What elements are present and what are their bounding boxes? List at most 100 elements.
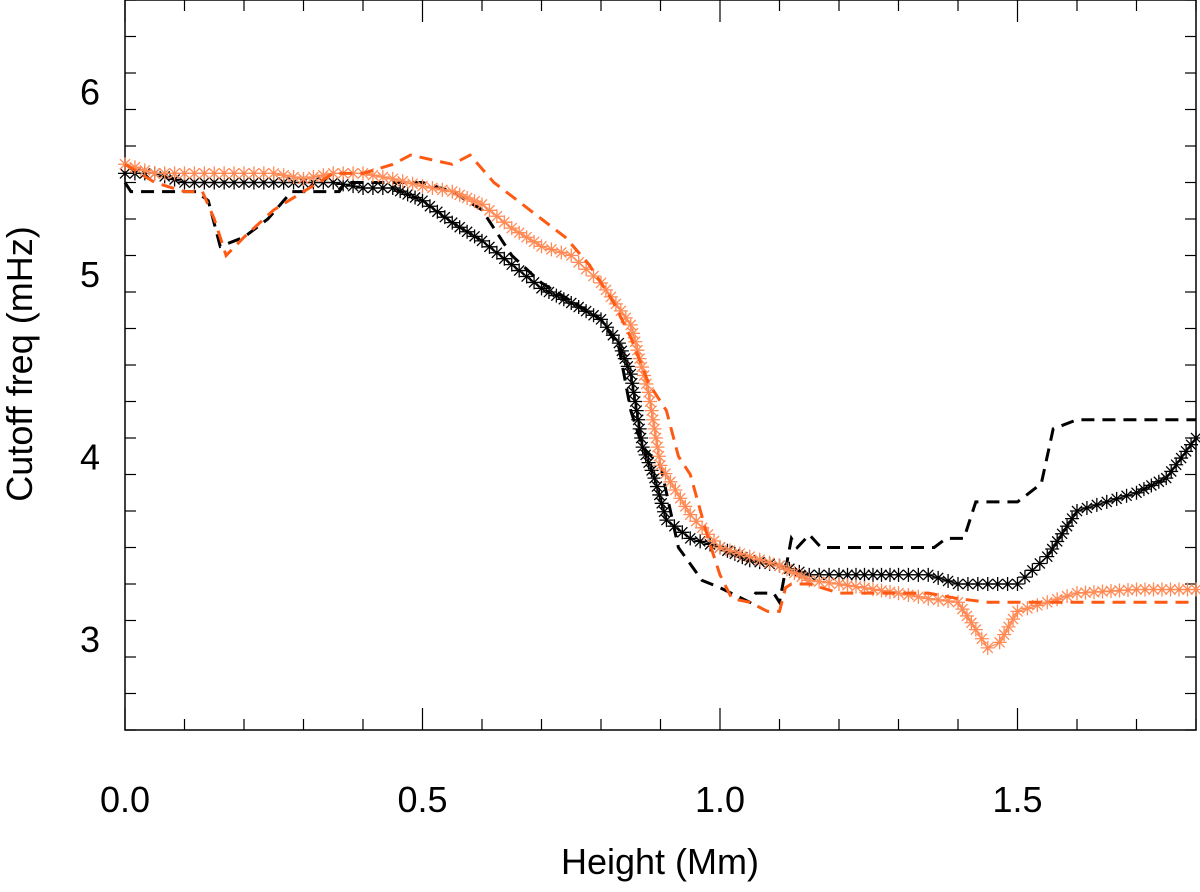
- data-point-marker: [482, 203, 497, 218]
- data-point-marker: [266, 166, 281, 181]
- data-point-marker: [197, 175, 212, 190]
- data-point-marker: [564, 295, 579, 310]
- data-point-marker: [742, 549, 757, 564]
- data-point-marker: [118, 157, 132, 172]
- series-3: [124, 153, 1196, 613]
- data-point-marker: [732, 546, 747, 561]
- series-0: [118, 166, 1200, 591]
- data-point-marker: [452, 187, 467, 202]
- data-point-marker: [1000, 577, 1015, 591]
- data-point-marker: [177, 175, 192, 190]
- data-point-marker: [316, 168, 331, 183]
- data-point-marker: [227, 166, 242, 181]
- data-point-marker: [346, 166, 361, 181]
- data-point-marker: [678, 499, 693, 514]
- data-point-marker: [549, 288, 564, 303]
- data-point-marker: [620, 359, 635, 374]
- data-point-marker: [641, 385, 656, 400]
- y-tick-label: 6: [80, 71, 100, 112]
- data-point-marker: [375, 180, 390, 195]
- data-point-marker: [177, 166, 192, 181]
- data-point-marker: [452, 220, 467, 235]
- data-point-marker: [857, 567, 872, 582]
- data-point-marker: [657, 504, 672, 519]
- data-point-marker: [422, 199, 437, 214]
- data-point-marker: [1040, 549, 1055, 564]
- data-point-marker: [1032, 556, 1047, 571]
- data-point-marker: [623, 317, 638, 332]
- data-point-marker: [1180, 582, 1195, 597]
- data-point-marker: [849, 579, 863, 594]
- data-point-marker: [713, 540, 727, 555]
- data-point-marker: [874, 567, 889, 582]
- data-point-marker: [1163, 582, 1178, 597]
- data-point-marker: [326, 166, 341, 181]
- data-point-marker: [246, 166, 261, 181]
- data-point-marker: [1144, 478, 1159, 493]
- data-point-marker: [911, 567, 926, 582]
- data-point-marker: [812, 574, 827, 589]
- data-point-marker: [1109, 491, 1124, 506]
- data-point-marker: [375, 170, 390, 185]
- data-point-marker: [207, 166, 222, 181]
- data-point-marker: [276, 175, 291, 190]
- data-point-marker: [1030, 598, 1045, 613]
- data-point-marker: [425, 180, 440, 195]
- data-point-marker: [1010, 577, 1025, 591]
- data-point-marker: [1089, 497, 1104, 512]
- data-point-marker: [1001, 619, 1016, 634]
- x-tick-label: 1.0: [695, 779, 745, 820]
- data-point-marker: [631, 412, 646, 427]
- data-point-marker: [647, 421, 662, 436]
- data-point-marker: [911, 589, 926, 604]
- data-point-marker: [415, 179, 430, 194]
- data-point-marker: [980, 640, 995, 655]
- data-point-marker: [822, 575, 837, 590]
- data-point-marker: [634, 360, 649, 375]
- data-point-marker: [772, 558, 787, 573]
- data-point-marker: [630, 343, 645, 358]
- data-point-marker: [617, 351, 632, 366]
- data-point-marker: [326, 175, 341, 190]
- data-point-marker: [921, 591, 936, 606]
- data-point-marker: [970, 577, 985, 591]
- data-point-marker: [400, 187, 415, 202]
- series-2: [118, 157, 1200, 655]
- data-point-marker: [512, 263, 527, 278]
- data-point-marker: [611, 336, 626, 351]
- data-point-marker: [1087, 585, 1101, 600]
- data-point-marker: [482, 239, 497, 254]
- data-point-marker: [1112, 583, 1127, 598]
- data-point-marker: [1040, 595, 1055, 610]
- data-point-marker: [1179, 444, 1194, 459]
- data-point-marker: [931, 592, 946, 607]
- data-point-marker: [866, 567, 880, 582]
- y-tick-label: 3: [80, 619, 100, 660]
- data-point-marker: [1129, 582, 1144, 597]
- data-point-marker: [395, 174, 410, 189]
- data-point-marker: [1164, 464, 1179, 479]
- data-point-marker: [883, 567, 897, 582]
- data-point-marker: [629, 403, 644, 418]
- data-point-marker: [1060, 519, 1075, 534]
- data-point-marker: [840, 578, 855, 593]
- data-point-marker: [901, 587, 916, 602]
- data-point-marker: [650, 440, 665, 455]
- data-point-marker: [968, 622, 983, 637]
- data-point-marker: [467, 194, 482, 209]
- data-point-marker: [644, 403, 659, 418]
- data-point-marker: [405, 176, 420, 191]
- data-point-marker: [306, 170, 321, 185]
- data-point-marker: [246, 175, 261, 190]
- data-point-marker: [762, 555, 777, 570]
- data-point-marker: [822, 567, 837, 582]
- data-point-marker: [1138, 582, 1152, 597]
- data-point-marker: [217, 175, 232, 190]
- data-point-marker: [266, 175, 281, 190]
- data-point-marker: [857, 580, 872, 595]
- data-point-marker: [649, 431, 664, 445]
- series-line: [124, 163, 1196, 649]
- data-point-marker: [1169, 457, 1184, 472]
- data-point-marker: [643, 394, 658, 409]
- y-tick-label: 5: [80, 254, 100, 295]
